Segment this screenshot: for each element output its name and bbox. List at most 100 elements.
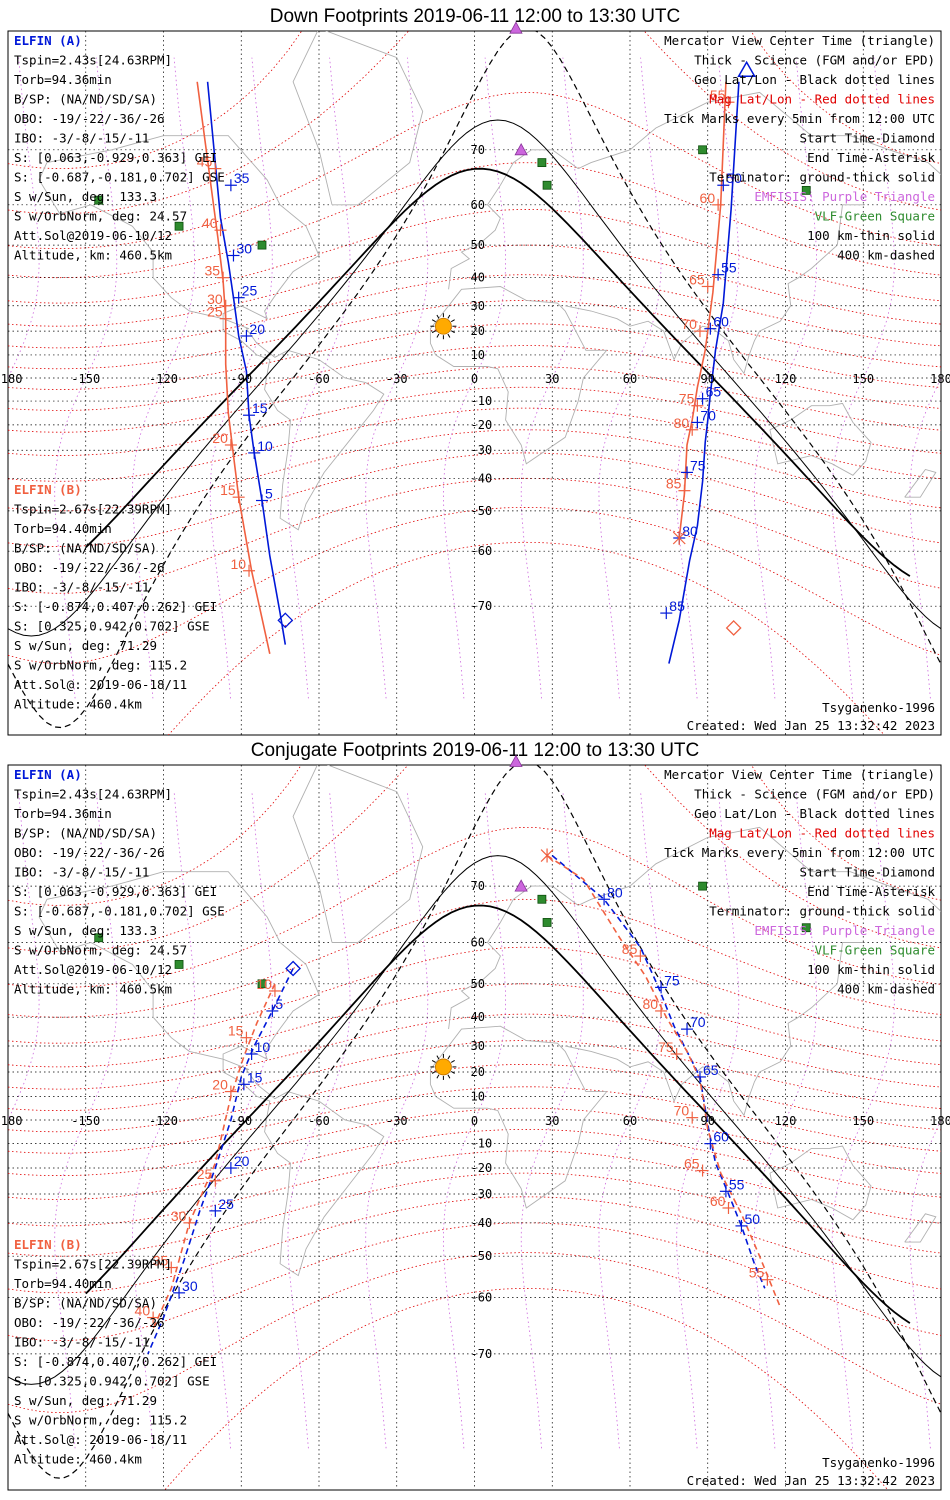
elfin-a-info-line: Tspin=2.43s[24.63RPM] bbox=[14, 787, 172, 802]
x-tick-label: -150 bbox=[71, 372, 100, 386]
track-tick-label: 85 bbox=[622, 941, 638, 957]
legend-line: Terminator: ground-thick solid bbox=[709, 904, 935, 919]
emfisis-triangle bbox=[509, 754, 523, 767]
legend-line: Mercator View Center Time (triangle) bbox=[664, 33, 935, 48]
coastline bbox=[565, 204, 864, 375]
track-tick-label: 30 bbox=[236, 240, 252, 256]
sun-ray bbox=[431, 330, 436, 334]
elfin-b-info-line: S w/OrbNorm, deg: 115.2 bbox=[14, 658, 187, 673]
terminator-100km bbox=[8, 119, 941, 637]
elfin-b-info-line: S w/OrbNorm, deg: 115.2 bbox=[14, 1413, 187, 1428]
track-tick-label: 65 bbox=[706, 384, 722, 400]
elfin-b-info-line: S: [-0.874,0.407,0.262] GEI bbox=[14, 1354, 217, 1369]
elfin-b-info-line: Altitude: 460.4km bbox=[14, 1452, 142, 1467]
start-diamond bbox=[277, 612, 294, 629]
terminator-ground bbox=[85, 167, 911, 577]
elfin-b-info-line: OBO: -19/-22/-36/-26 bbox=[14, 560, 165, 575]
elfin-a-info-line: Torb=94.36min bbox=[14, 72, 112, 87]
x-tick-label: -90 bbox=[230, 372, 252, 386]
track-tick-label: 75 bbox=[690, 457, 706, 473]
sun-ray bbox=[431, 1060, 436, 1063]
legend-line: 400 km-dashed bbox=[837, 248, 935, 263]
track-tick-label: 70 bbox=[681, 316, 697, 332]
y-tick-label: -70 bbox=[471, 1347, 493, 1361]
y-tick-label: 60 bbox=[471, 198, 485, 212]
mag-longitude-line bbox=[209, 57, 273, 699]
legend-line: Tick Marks every 5min from 12:00 UTC bbox=[664, 111, 935, 126]
y-tick-label: 30 bbox=[471, 1039, 485, 1053]
mag-latitude-line bbox=[8, 162, 941, 279]
y-tick-label: -60 bbox=[471, 544, 493, 558]
mag-longitude-line bbox=[442, 791, 507, 1449]
track-tick-label: 35 bbox=[205, 263, 221, 279]
vlf-square bbox=[94, 933, 104, 943]
track-tick-label: 20 bbox=[212, 430, 228, 446]
legend-line: End Time-Asterisk bbox=[807, 150, 935, 165]
y-tick-label: 10 bbox=[471, 1089, 485, 1103]
track-tick-label: 20 bbox=[249, 321, 265, 337]
track-tick-label: 60 bbox=[710, 1193, 726, 1209]
track-tick-label: 85 bbox=[669, 598, 685, 614]
track-tick-label: 50 bbox=[744, 1211, 760, 1227]
x-tick-label: 180 bbox=[930, 372, 950, 386]
mag-longitude-line bbox=[8, 57, 40, 379]
emfisis-triangle bbox=[509, 21, 523, 34]
y-tick-label: 40 bbox=[471, 271, 485, 285]
track-tick-label: 50 bbox=[726, 170, 742, 186]
x-tick-label: 30 bbox=[545, 372, 559, 386]
legend-line: Mercator View Center Time (triangle) bbox=[664, 767, 935, 782]
mag-latitude-line bbox=[8, 299, 941, 370]
mag-longitude-line bbox=[598, 791, 662, 1449]
elfin-b-info-line: Torb=94.40min bbox=[14, 521, 112, 536]
terminator-100km bbox=[8, 855, 941, 1385]
vlf-square bbox=[801, 923, 811, 933]
elfin-a-name: ELFIN (A) bbox=[14, 767, 82, 782]
y-tick-label: 60 bbox=[471, 936, 485, 950]
mag-longitude-line bbox=[131, 791, 196, 1449]
track-tick-label: 40 bbox=[135, 1303, 151, 1319]
x-tick-label: -180 bbox=[0, 1114, 22, 1128]
y-tick-label: 10 bbox=[471, 348, 485, 362]
y-tick-label: -20 bbox=[471, 418, 493, 432]
legend-line: VLF-Green Square bbox=[815, 209, 935, 224]
x-tick-label: -30 bbox=[386, 372, 408, 386]
emfisis-triangle bbox=[514, 142, 528, 156]
panel-title-down: Down Footprints 2019-06-11 12:00 to 13:3… bbox=[269, 6, 681, 27]
coastline bbox=[429, 1025, 608, 1209]
track-tick-label: 30 bbox=[182, 1278, 198, 1294]
track-tick-label: 85 bbox=[666, 476, 682, 492]
x-tick-label: 0 bbox=[471, 1114, 478, 1128]
footprint-track bbox=[678, 81, 727, 539]
elfin-a-info-line: Tspin=2.43s[24.63RPM] bbox=[14, 53, 172, 68]
start-diamond bbox=[725, 620, 742, 636]
mag-latitude-line bbox=[8, 452, 941, 548]
y-tick-label: -60 bbox=[471, 1290, 493, 1304]
elfin-b-info-line: B/SP: (NA/ND/SD/SA) bbox=[14, 1296, 157, 1311]
y-tick-label: -30 bbox=[471, 1187, 493, 1201]
footer-created: Created: Wed Jan 25 13:32:42 2023 bbox=[687, 1473, 935, 1488]
elfin-b-info-line: S: [0.325,0.942,0.702] GSE bbox=[14, 619, 210, 634]
mag-longitude-line bbox=[442, 57, 507, 699]
track-tick-label: 30 bbox=[171, 1208, 187, 1224]
footprint-track bbox=[147, 968, 294, 1355]
mag-longitude-line bbox=[676, 57, 740, 699]
footprint-track bbox=[668, 81, 740, 664]
y-tick-label: -50 bbox=[471, 1249, 493, 1263]
coastline bbox=[38, 135, 385, 531]
track-tick-label: 75 bbox=[679, 391, 695, 407]
elfin-b-info-line: IBO: -3/-8/-15/-11 bbox=[14, 580, 149, 595]
elfin-a-info-line: OBO: -19/-22/-36/-26 bbox=[14, 845, 165, 860]
track-tick-label: 15 bbox=[252, 400, 268, 416]
legend-line: VLF-Green Square bbox=[815, 943, 935, 958]
elfin-b-name: ELFIN (B) bbox=[14, 482, 82, 497]
end-asterisk bbox=[672, 530, 686, 545]
x-tick-label: 30 bbox=[545, 1114, 559, 1128]
mag-longitude-line bbox=[209, 791, 273, 1449]
mag-latitude-line bbox=[8, 1086, 941, 1154]
track-tick-label: 55 bbox=[749, 1265, 765, 1281]
track-tick-label: 65 bbox=[684, 1156, 700, 1172]
coastline bbox=[904, 468, 937, 498]
sun-icon bbox=[434, 1058, 452, 1076]
track-tick-label: 35 bbox=[234, 170, 250, 186]
track-tick-label: 15 bbox=[228, 1023, 244, 1039]
